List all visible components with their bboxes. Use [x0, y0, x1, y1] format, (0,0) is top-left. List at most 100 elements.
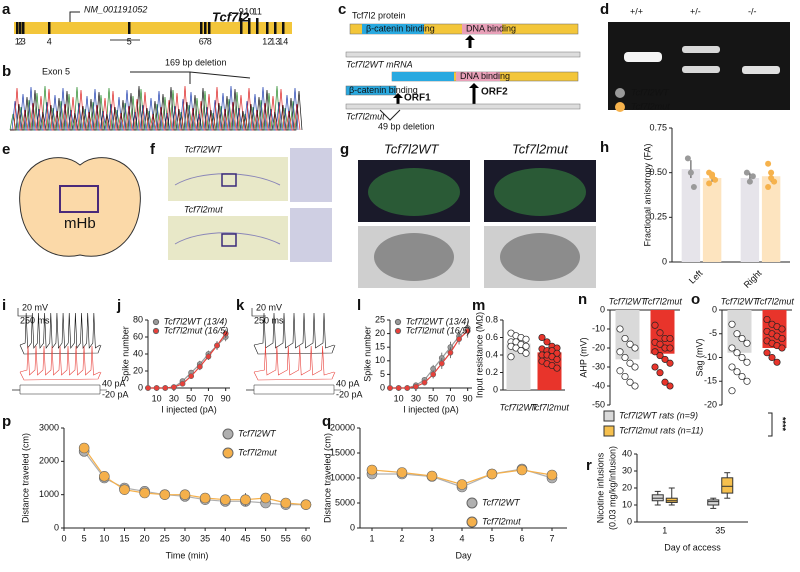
data-point — [778, 334, 786, 343]
mrna-label: Tcf7l2WT mRNA — [346, 59, 413, 69]
exon-number: 5 — [127, 36, 132, 46]
bar — [740, 178, 760, 262]
x-tick-label: 40 — [220, 533, 230, 543]
data-point — [684, 155, 691, 162]
current-label: -20 pA — [336, 389, 363, 399]
y-tick-label: 30 — [622, 465, 632, 475]
data-point — [145, 385, 151, 391]
tissue — [174, 232, 281, 245]
data-point — [464, 327, 471, 334]
legend-label: Tcf7l2WT — [482, 497, 521, 507]
y-axis-label: Input resistance (MΩ) — [474, 312, 484, 398]
mri-brain — [500, 233, 580, 281]
data-point — [119, 484, 130, 495]
gel-band — [682, 66, 720, 73]
current-step — [12, 384, 107, 395]
data-point — [728, 387, 736, 395]
x-tick-label: 25 — [160, 533, 170, 543]
panel-letter: a — [2, 1, 11, 18]
panel-letter: q — [322, 413, 331, 430]
y-tick-label: 0.25 — [649, 212, 667, 222]
data-point — [199, 492, 211, 504]
panel-letter: c — [338, 1, 346, 18]
x-tick-label: Tcf7l2WT — [721, 296, 760, 306]
tss-arrow — [69, 11, 80, 22]
data-point — [240, 494, 251, 505]
dti-signal — [494, 168, 586, 216]
data-point — [768, 175, 775, 182]
bar — [681, 169, 701, 262]
x-tick-label: Tcf7l2mut — [755, 296, 794, 306]
y-tick-label: 80 — [133, 314, 143, 324]
zoom-box — [221, 233, 237, 247]
y-tick-label: 20000 — [330, 422, 355, 432]
y-tick-label: 60 — [133, 331, 143, 341]
current-label: 40 pA — [336, 378, 360, 388]
voltage-trace — [253, 345, 335, 376]
y-axis-label: Distance traveled (cm) — [20, 433, 30, 523]
x-tick-label: 1 — [369, 533, 374, 543]
data-point — [538, 333, 546, 342]
x-axis-label: I injected (pA) — [161, 404, 217, 414]
x-axis-label: Time (min) — [166, 550, 209, 560]
data-point — [733, 349, 741, 357]
mrna-bar — [345, 103, 581, 110]
panel-letter: i — [2, 297, 6, 314]
y-tick-label: 3000 — [39, 422, 59, 432]
x-tick-label: 30 — [169, 393, 179, 403]
legend-label: Tcf7l2WT rats (n=9) — [619, 410, 698, 420]
y-tick-label: -5 — [709, 328, 717, 338]
x-tick-label: 6 — [519, 533, 524, 543]
data-point — [631, 363, 639, 371]
data-point — [507, 353, 515, 361]
data-point — [661, 355, 669, 363]
data-point — [709, 171, 716, 178]
data-point — [426, 470, 438, 482]
data-point — [162, 385, 169, 391]
exon — [282, 22, 285, 34]
y-tick-label: 25 — [375, 314, 385, 324]
panel-letter: j — [116, 297, 121, 314]
data-point — [205, 353, 212, 360]
x-tick-label: 10 — [99, 533, 109, 543]
series-line — [390, 330, 469, 389]
data-point — [656, 352, 664, 360]
scale-bar — [251, 308, 266, 317]
x-tick-label: Left — [687, 268, 705, 286]
data-point — [396, 467, 408, 478]
data-point — [706, 180, 713, 187]
data-point — [666, 334, 674, 343]
gel-band — [624, 52, 662, 62]
x-tick-label: 55 — [281, 533, 291, 543]
y-tick-label: -10 — [704, 352, 717, 362]
x-tick-label: 50 — [186, 393, 196, 403]
y-axis-label: Nicotine infusions — [595, 452, 605, 523]
scale-label: 250 ms — [254, 315, 284, 325]
x-tick-label: 50 — [261, 533, 271, 543]
panel-letter: h — [600, 139, 609, 156]
box — [721, 477, 734, 494]
y-tick-label: -15 — [704, 376, 717, 386]
data-point — [139, 487, 150, 499]
exon-number: 12 — [262, 36, 272, 46]
data-point — [621, 334, 629, 343]
legend-label: Tcf7l2mut (16/5) — [406, 325, 471, 335]
data-point — [765, 183, 772, 190]
legend-label: Tcf7l2WT — [631, 87, 670, 97]
panel-letter: b — [2, 63, 11, 80]
x-tick-label: Tcf7l2mut — [643, 296, 682, 306]
data-point — [733, 330, 741, 338]
accession: NM_001191052 — [84, 4, 147, 14]
panel-letter: g — [340, 141, 349, 158]
histology-zoom — [290, 208, 332, 262]
x-tick-label: 60 — [301, 533, 311, 543]
exon — [204, 22, 207, 34]
x-axis-label: I injected (pA) — [403, 404, 459, 414]
legend-label: Tcf7l2mut — [238, 447, 277, 457]
exon-number: 1 — [15, 36, 20, 46]
y-tick-label: 0 — [662, 256, 667, 266]
data-point — [395, 385, 402, 391]
exon-number: 4 — [47, 36, 52, 46]
orf1-label: ORF1 — [404, 93, 431, 104]
